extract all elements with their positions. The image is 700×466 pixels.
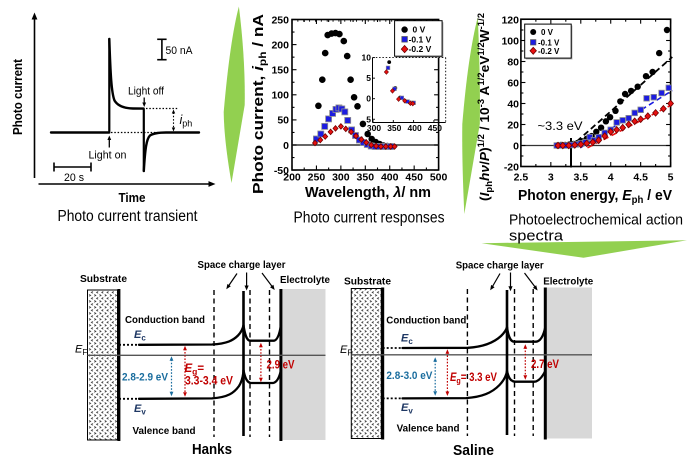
- svg-text:Light off: Light off: [128, 86, 165, 98]
- svg-text:400: 400: [408, 123, 422, 133]
- svg-text:-20: -20: [504, 161, 519, 173]
- svg-text:Substrate: Substrate: [80, 273, 127, 285]
- svg-text:-0.1 V: -0.1 V: [409, 34, 432, 44]
- svg-text:60: 60: [507, 77, 519, 89]
- svg-text:20 s: 20 s: [64, 172, 84, 184]
- svg-text:Time: Time: [119, 190, 146, 205]
- svg-text:100: 100: [271, 90, 289, 102]
- svg-text:0: 0: [513, 140, 519, 152]
- svg-text:0 V: 0 V: [413, 25, 426, 35]
- svg-text:3.3-3.4 eV: 3.3-3.4 eV: [185, 376, 233, 388]
- svg-text:Saline: Saline: [453, 443, 494, 459]
- svg-text:-0.1 V: -0.1 V: [538, 38, 560, 47]
- svg-text:50: 50: [277, 115, 289, 127]
- svg-text:200: 200: [283, 172, 301, 184]
- svg-text:350: 350: [387, 123, 401, 133]
- svg-text:4: 4: [608, 172, 614, 184]
- svg-text:Photo current transient: Photo current transient: [58, 208, 199, 225]
- svg-text:-0.2 V: -0.2 V: [409, 44, 432, 54]
- svg-text:Photo current: Photo current: [10, 58, 25, 135]
- svg-text:3: 3: [548, 172, 554, 184]
- svg-text:450: 450: [428, 123, 442, 133]
- svg-text:Conduction band: Conduction band: [125, 314, 205, 326]
- svg-text:Conduction band: Conduction band: [386, 315, 466, 327]
- svg-text:~3.3 eV: ~3.3 eV: [538, 119, 583, 133]
- svg-text:Valence band: Valence band: [397, 423, 460, 435]
- svg-text:0: 0: [366, 94, 371, 104]
- svg-text:10: 10: [362, 53, 372, 63]
- svg-text:Substrate: Substrate: [344, 276, 391, 288]
- svg-text:Eg= 3.3 eV: Eg= 3.3 eV: [450, 372, 497, 386]
- svg-text:2.8-2.9 eV: 2.8-2.9 eV: [122, 372, 169, 384]
- svg-text:500: 500: [430, 172, 448, 184]
- svg-text:2.8-3.0 eV: 2.8-3.0 eV: [386, 370, 433, 382]
- svg-text:400: 400: [381, 172, 399, 184]
- svg-text:Light on: Light on: [89, 150, 127, 162]
- svg-text:200: 200: [271, 39, 289, 51]
- svg-text:0 V: 0 V: [541, 28, 554, 37]
- svg-text:(Iphhν/P)1/2 / 10-3 A1/2eV1/2W: (Iphhν/P)1/2 / 10-3 A1/2eV1/2W-1/2: [476, 13, 494, 201]
- svg-text:Wavelength, λ/ nm: Wavelength, λ/ nm: [305, 185, 431, 201]
- svg-text:5: 5: [366, 73, 371, 83]
- svg-text:2.5: 2.5: [514, 172, 529, 184]
- svg-text:Photoelectrochemical action: Photoelectrochemical action: [509, 213, 683, 229]
- svg-text:-0.2 V: -0.2 V: [538, 47, 560, 56]
- svg-text:100: 100: [501, 35, 519, 47]
- svg-text:Valence band: Valence band: [133, 425, 196, 437]
- svg-text:spectra: spectra: [509, 229, 564, 245]
- svg-text:20: 20: [507, 119, 519, 131]
- svg-text:120: 120: [501, 14, 519, 26]
- svg-text:Electrolyte: Electrolyte: [280, 274, 330, 286]
- svg-text:40: 40: [507, 98, 519, 110]
- svg-text:80: 80: [507, 56, 519, 68]
- svg-text:Eg=: Eg=: [185, 363, 205, 377]
- svg-text:50 nA: 50 nA: [166, 45, 194, 57]
- svg-text:3.5: 3.5: [573, 172, 588, 184]
- svg-text:Photo current, iph / nA: Photo current, iph / nA: [251, 13, 269, 194]
- svg-text:Hanks: Hanks: [192, 442, 232, 458]
- svg-text:Space charge layer: Space charge layer: [198, 259, 286, 271]
- svg-text:350: 350: [357, 172, 375, 184]
- svg-text:5: 5: [366, 114, 371, 124]
- svg-text:150: 150: [271, 65, 289, 77]
- svg-text:300: 300: [367, 123, 381, 133]
- svg-text:-50: -50: [274, 165, 289, 177]
- svg-text:4.5: 4.5: [633, 172, 648, 184]
- svg-text:250: 250: [271, 14, 289, 26]
- svg-text:2.9 eV: 2.9 eV: [267, 360, 295, 372]
- svg-text:Electrolyte: Electrolyte: [543, 276, 593, 288]
- svg-text:Space charge layer: Space charge layer: [456, 260, 544, 272]
- svg-text:2.7 eV: 2.7 eV: [531, 359, 559, 371]
- svg-text:0: 0: [283, 140, 289, 152]
- svg-text:5: 5: [668, 172, 674, 184]
- svg-text:Photo current responses: Photo current responses: [294, 210, 445, 227]
- svg-text:Photon energy, Eph / eV: Photon energy, Eph / eV: [518, 188, 672, 206]
- svg-text:300: 300: [332, 172, 350, 184]
- svg-text:250: 250: [308, 172, 326, 184]
- svg-text:450: 450: [405, 172, 423, 184]
